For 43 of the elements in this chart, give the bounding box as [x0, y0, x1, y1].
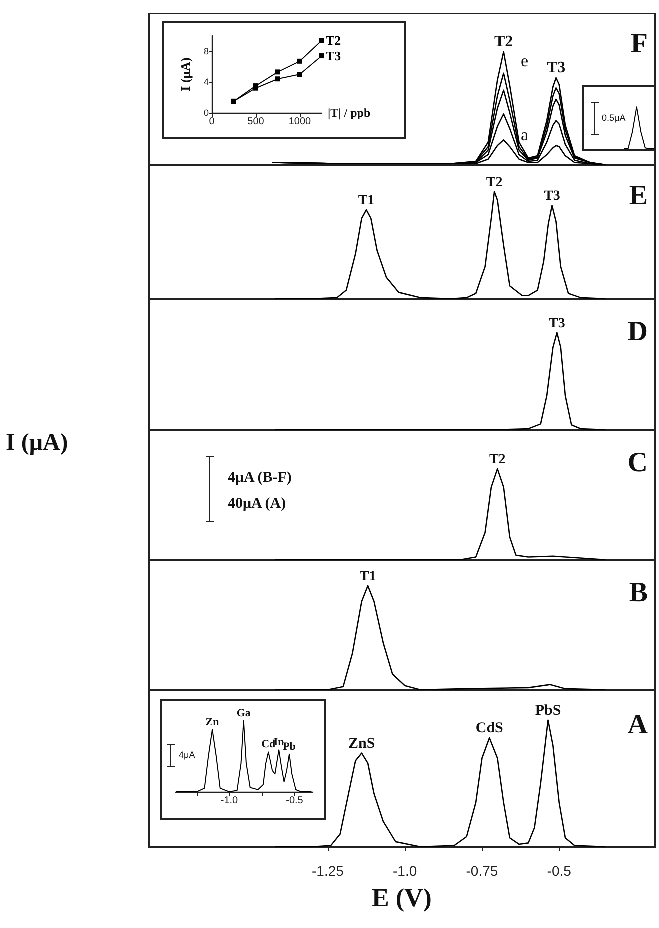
annotation: 40μA (A) — [228, 496, 286, 512]
x-tick-label: -1.25 — [312, 863, 344, 879]
annotation: ZnS — [348, 736, 376, 752]
x-axis-title: |T| / ppb — [328, 106, 371, 120]
chart-title: A — [628, 710, 649, 740]
annotation: T3 — [546, 59, 566, 76]
annotation: 4μA (B-F) — [228, 470, 292, 486]
annotation: PbS — [535, 702, 562, 719]
y-tick-label: 0 — [204, 108, 209, 118]
x-axis-title: E (V) — [372, 884, 432, 912]
x-tick-label: -1.0 — [220, 796, 239, 806]
annotation: e — [521, 52, 529, 70]
chart-title: C — [628, 448, 648, 478]
x-tick-label: -1.0 — [393, 863, 418, 879]
chart-title: F — [630, 28, 648, 60]
annotation: a — [521, 126, 529, 144]
annotation: Ga — [236, 708, 252, 720]
y-tick-label: 4 — [204, 77, 209, 88]
annotation: T2 — [486, 175, 503, 190]
annotation: 4μA — [179, 750, 196, 760]
annotation: Zn — [206, 716, 220, 728]
annotation: T3 — [549, 316, 566, 332]
x-tick-label: -0.5 — [286, 796, 304, 806]
chart-title: D — [628, 316, 648, 348]
annotation: T2 — [489, 452, 506, 468]
annotation: T1 — [358, 194, 375, 209]
series-label: T2 — [326, 33, 342, 48]
annotation: 0.5μA — [602, 113, 626, 123]
y-axis-title: I (μA) — [6, 430, 68, 456]
annotation: Pb — [283, 740, 296, 753]
series-label: T3 — [326, 48, 342, 64]
y-axis-title: I (μA) — [178, 58, 193, 92]
annotation: T2 — [494, 33, 514, 50]
chart-title: E — [629, 180, 648, 212]
x-tick-label: -0.75 — [466, 863, 498, 879]
x-tick-label: 1000 — [288, 116, 312, 128]
annotation: T1 — [360, 570, 376, 584]
x-tick-label: -0.5 — [547, 863, 572, 879]
chart-title: B — [629, 578, 648, 608]
annotation: CdS — [476, 720, 504, 737]
x-tick-label: 500 — [248, 116, 265, 128]
y-tick-label: 8 — [204, 46, 209, 56]
annotation: T3 — [544, 189, 560, 204]
